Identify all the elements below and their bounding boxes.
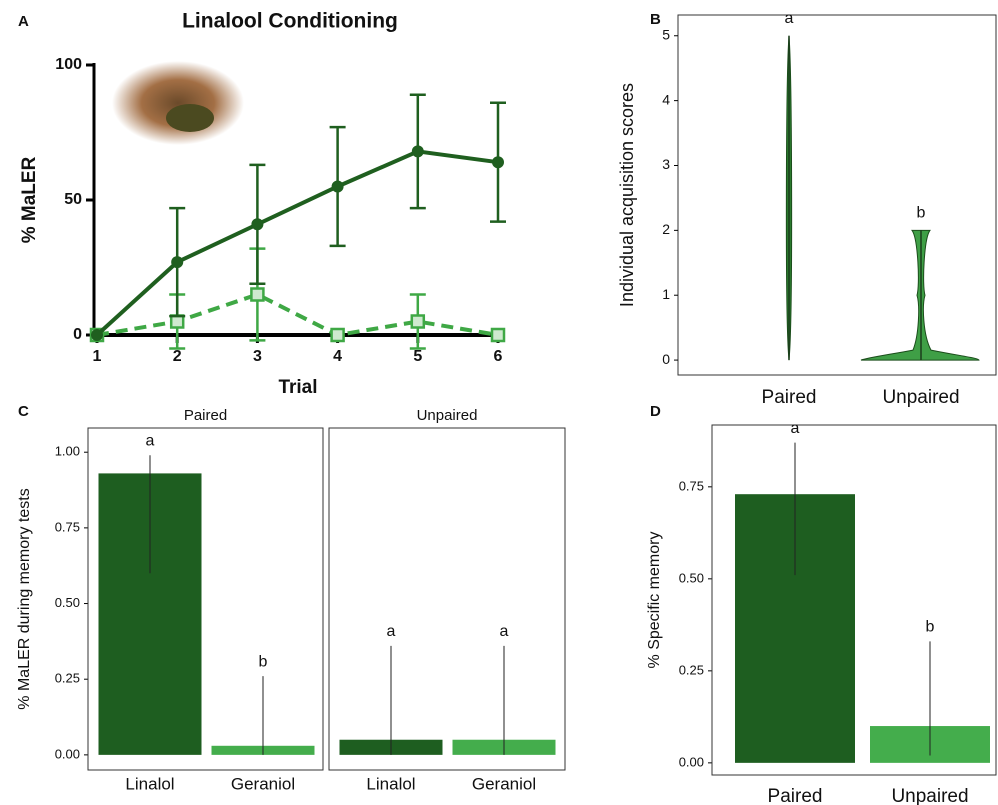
violin — [860, 229, 980, 361]
y-tick-label: 0.00 — [679, 754, 704, 769]
x-tick-label: 4 — [333, 348, 342, 365]
y-tick-label: 0 — [662, 351, 670, 367]
y-tick-label: 50 — [64, 191, 82, 208]
facet-title: Unpaired — [417, 407, 478, 424]
annotation: a — [785, 10, 794, 27]
y-tick-label: 4 — [662, 91, 670, 107]
x-tick-label: 3 — [253, 348, 262, 365]
insect-body — [166, 104, 214, 132]
annotation: a — [791, 420, 800, 437]
marker — [330, 327, 345, 343]
x-tick-label: 1 — [93, 348, 102, 365]
marker — [410, 314, 426, 329]
y-tick-label: 1.00 — [55, 444, 80, 459]
x-tick-label: Paired — [762, 387, 817, 408]
x-tick-label: Linalol — [125, 774, 174, 793]
marker — [331, 180, 344, 193]
marker — [490, 327, 506, 343]
marker — [171, 256, 184, 269]
panel-frame — [328, 427, 566, 771]
marker — [411, 145, 424, 158]
y-tick-label: 1 — [662, 286, 670, 302]
insect-photo — [112, 61, 244, 145]
panel-label: B — [650, 11, 661, 28]
chart-title: Linalool Conditioning — [182, 10, 398, 33]
y-tick-label: 0.50 — [679, 570, 704, 585]
x-tick-label: Paired — [768, 786, 823, 805]
marker — [492, 156, 504, 169]
series-line — [95, 149, 499, 337]
panel-frame — [677, 14, 997, 376]
x-tick-label: Unpaired — [891, 786, 968, 805]
x-tick-label: 5 — [413, 348, 422, 365]
y-tick-label: 0 — [73, 326, 82, 343]
series-line — [96, 292, 499, 338]
x-axis-label: Trial — [278, 377, 317, 398]
x-tick-label: 6 — [494, 348, 503, 365]
annotation: a — [500, 623, 509, 640]
y-tick-label: 0.25 — [679, 662, 704, 677]
y-axis-label: % MaLER during memory tests — [16, 488, 33, 709]
y-tick-label: 0.75 — [679, 478, 704, 493]
y-tick-label: 0.25 — [55, 671, 80, 686]
panel-frame — [87, 427, 324, 771]
x-tick-label: Geraniol — [472, 774, 536, 793]
y-axis-label: % Specific memory — [646, 532, 663, 669]
x-tick-label: 2 — [173, 348, 182, 365]
y-tick-label: 2 — [662, 221, 670, 237]
x-tick-label: Geraniol — [231, 774, 295, 793]
x-tick-label: Unpaired — [882, 387, 959, 408]
annotation: b — [259, 653, 268, 670]
y-tick-label: 3 — [662, 156, 670, 172]
panel-label: D — [650, 403, 661, 420]
y-tick-label: 0.00 — [55, 746, 80, 761]
marker — [251, 218, 264, 231]
x-tick-label: Linalol — [366, 774, 415, 793]
y-tick-label: 0.50 — [55, 595, 80, 610]
y-axis-label: Individual acquisition scores — [617, 83, 637, 307]
facet-title: Paired — [184, 407, 227, 424]
marker — [250, 287, 265, 302]
y-axis-label: % MaLER — [19, 156, 40, 243]
y-tick-label: 5 — [662, 26, 670, 42]
y-tick-label: 0.75 — [55, 519, 80, 534]
panel-label: C — [18, 403, 29, 420]
panel-frame — [711, 424, 997, 776]
y-tick-label: 100 — [55, 56, 82, 73]
marker — [91, 329, 103, 341]
annotation: a — [387, 623, 396, 640]
panel-label: A — [18, 13, 29, 30]
annotation: a — [146, 432, 155, 449]
annotation: b — [926, 619, 935, 636]
annotation: b — [917, 205, 926, 222]
